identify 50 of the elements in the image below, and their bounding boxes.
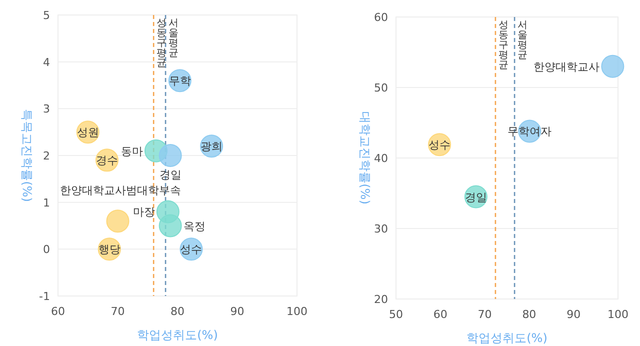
x-tick-label: 100	[286, 305, 308, 318]
x-tick-label: 80	[170, 305, 184, 318]
annotation: 동마	[120, 144, 143, 158]
annotation: 마장	[132, 206, 155, 219]
x-tick-label: 100	[608, 308, 628, 321]
annotation: 무학여자	[508, 125, 552, 138]
y-tick-label: 5	[43, 9, 50, 22]
y-tick-label: 20	[374, 293, 388, 306]
y-axis-title: 특목고진학률(%)	[20, 109, 34, 202]
x-tick-label: 50	[389, 308, 403, 321]
point	[106, 210, 130, 233]
y-tick-label: 60	[374, 11, 388, 24]
x-tick-label: 90	[230, 305, 244, 318]
x-tick-label: 60	[51, 305, 65, 318]
y-tick-label: 30	[374, 222, 388, 236]
y-tick-label: 50	[374, 82, 388, 94]
annotation: 경일	[464, 190, 487, 204]
point	[601, 54, 624, 78]
y-axis-title: 대학교진학률(%)	[358, 112, 372, 204]
annotation: 무학	[168, 74, 191, 88]
annotation: 한양대학교사	[534, 60, 600, 74]
y-tick-label: 3	[43, 102, 50, 116]
x-tick-label: 70	[478, 308, 492, 321]
annotation: 옥정	[183, 220, 206, 233]
ref-line-label: 성동구 평균	[156, 18, 167, 69]
annotation: 광희	[200, 140, 223, 154]
y-tick-label: 40	[374, 152, 388, 165]
ref-line-label: 성동구 평균	[498, 20, 508, 71]
x-tick-label: 70	[110, 305, 125, 318]
y-tick-label: -1	[39, 290, 50, 303]
ref-line-label: 서울 평균	[518, 20, 528, 61]
y-tick-label: 4	[43, 56, 50, 69]
point	[158, 214, 182, 238]
x-tick-label: 80	[522, 308, 536, 321]
annotation: 경수	[96, 154, 118, 168]
y-tick-label: 0	[43, 243, 50, 256]
annotation: 성수	[428, 138, 451, 152]
x-axis-title: 학업성취도(%)	[137, 328, 218, 342]
annotation: 행당	[98, 243, 120, 256]
point	[158, 144, 182, 167]
y-tick-label: 1	[43, 196, 50, 210]
annotation: 성원	[76, 126, 99, 140]
ref-line-label: 서울 평균	[168, 18, 179, 59]
x-tick-label: 60	[433, 308, 448, 321]
annotation: 성수	[180, 243, 202, 256]
annotation: 경일	[159, 168, 182, 182]
y-tick-label: 2	[43, 150, 50, 162]
x-tick-label: 90	[566, 308, 581, 321]
x-axis-title: 학업성취도(%)	[466, 331, 548, 345]
annotation: 한양대학교사범대학부속	[60, 184, 181, 198]
